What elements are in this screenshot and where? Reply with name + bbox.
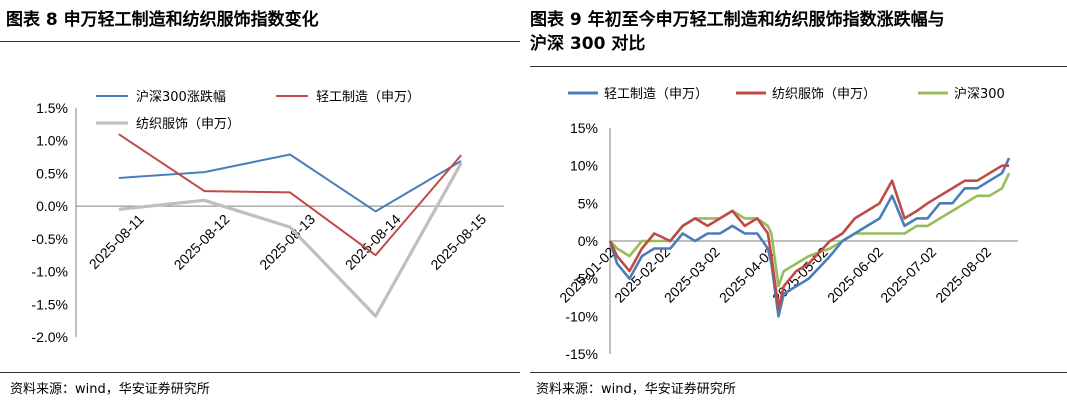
right-y-tick-label: -5% xyxy=(573,271,598,287)
left-chart-svg: 1.5% 1.0% 0.5% 0.0% -0.5% -1.0% -1.5% -2.0% 2025… xyxy=(31,89,504,345)
right-legend-label-1: 轻工制造（申万） xyxy=(604,87,708,102)
right-title-rule xyxy=(530,66,1067,67)
left-y-tick-label: 1.0% xyxy=(36,133,68,149)
right-y-tick-label: -15% xyxy=(565,346,598,362)
right-x-tick-label: 2025-01-02 xyxy=(556,244,618,306)
right-chart-panel: 图表 9 年初至今申万轻工制造和纺织服饰指数涨跌幅与 沪深 300 对比 15%… xyxy=(530,0,1067,403)
left-legend-label-1: 沪深300涨跌幅 xyxy=(136,89,226,105)
left-y-tick-label: 0.5% xyxy=(36,165,68,181)
right-y-tick-label: -10% xyxy=(565,308,598,324)
left-title-rule xyxy=(0,41,520,42)
left-y-tick-label: -1.5% xyxy=(31,296,68,312)
right-legend-label-2: 纺织服饰（申万） xyxy=(772,87,876,102)
right-x-tick-label: 2025-08-02 xyxy=(932,244,994,306)
right-y-tick-label: 10% xyxy=(570,158,598,174)
right-series-line-1 xyxy=(608,157,1011,318)
left-chart-title: 图表 8 申万轻工制造和纺织服饰指数变化 xyxy=(6,10,319,30)
right-series-line-2 xyxy=(608,164,1010,311)
right-legend-label-3: 沪深300 xyxy=(954,86,1005,102)
left-legend-label-3: 纺织服饰（申万） xyxy=(136,117,240,132)
left-x-tick-label: 2025-08-14 xyxy=(342,211,404,273)
left-series-line-3 xyxy=(118,162,463,318)
right-x-tick-label: 2025-05-02 xyxy=(769,244,831,306)
left-source-rule xyxy=(0,372,520,373)
right-source-rule xyxy=(530,372,1067,373)
left-y-tick-label: -2.0% xyxy=(31,329,68,345)
left-x-tick-label: 2025-08-12 xyxy=(171,211,233,273)
right-source-note: 资料来源：wind，华安证券研究所 xyxy=(536,382,736,397)
left-x-tick-label: 2025-08-15 xyxy=(427,211,489,273)
right-chart-title: 图表 9 年初至今申万轻工制造和纺织服饰指数涨跌幅与 沪深 300 对比 xyxy=(530,8,945,56)
right-y-tick-label: 15% xyxy=(570,120,598,136)
right-chart-title-line1: 图表 9 年初至今申万轻工制造和纺织服饰指数涨跌幅与 xyxy=(530,10,945,30)
left-legend-label-2: 轻工制造（申万） xyxy=(316,90,420,105)
left-series-line-1 xyxy=(118,153,462,213)
right-x-tick-label: 2025-07-02 xyxy=(877,244,939,306)
left-source-note: 资料来源：wind，华安证券研究所 xyxy=(10,382,210,397)
left-y-tick-label: 0.0% xyxy=(36,198,68,214)
left-y-tick-label: -0.5% xyxy=(31,231,68,247)
left-y-tick-label: -1.0% xyxy=(31,264,68,280)
right-y-tick-label: 5% xyxy=(578,195,598,211)
left-series-line-2 xyxy=(118,133,462,257)
left-chart-panel: 图表 8 申万轻工制造和纺织服饰指数变化 1.5% 1.0% 0.5% 0.0% -0.… xyxy=(0,0,520,403)
right-chart-title-line2: 沪深 300 对比 xyxy=(530,34,646,54)
left-x-tick-label: 2025-08-11 xyxy=(86,211,147,272)
right-y-tick-label: 0% xyxy=(578,233,598,249)
left-y-tick-label: 1.5% xyxy=(36,100,68,116)
right-chart-svg: 15%10%5%0%-5%-10%-15%2025-01-022025-02-0… xyxy=(556,86,1018,362)
